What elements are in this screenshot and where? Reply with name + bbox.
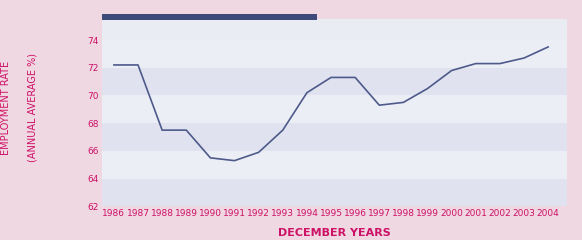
Bar (102, 151, 567, 179)
Text: DECEMBER YEARS: DECEMBER YEARS (278, 228, 391, 238)
Bar (102, 179, 567, 206)
Text: (ANNUAL AVERAGE %): (ANNUAL AVERAGE %) (27, 54, 37, 162)
Bar (102, 68, 567, 96)
Text: EMPLOYMENT RATE: EMPLOYMENT RATE (1, 61, 11, 155)
Bar (102, 123, 567, 151)
Bar (102, 40, 567, 68)
Bar (102, 96, 567, 123)
